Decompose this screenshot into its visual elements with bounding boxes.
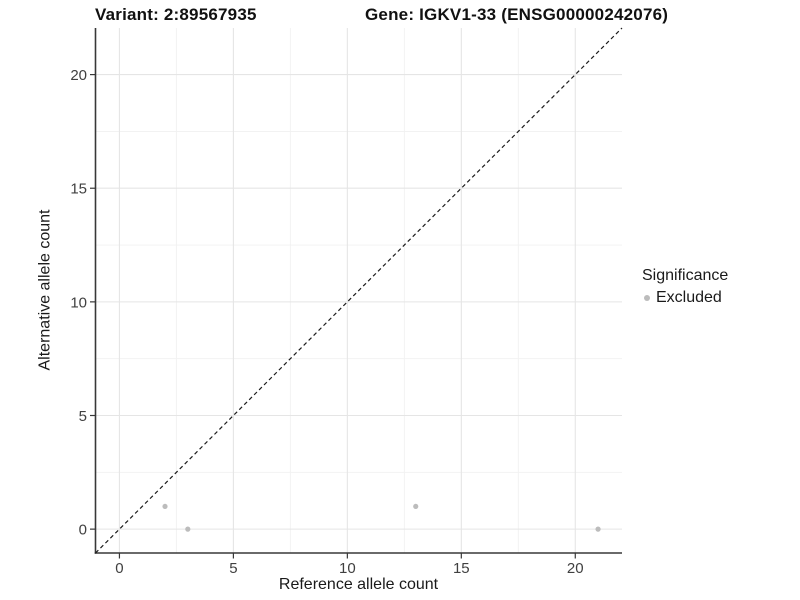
x-tick-label: 20 <box>567 560 584 577</box>
chart-title-variant: Variant: 2:89567935 <box>95 5 257 24</box>
legend-item-label: Excluded <box>656 289 722 306</box>
legend: Significance Excluded <box>640 266 728 307</box>
x-axis-title: Reference allele count <box>278 576 439 593</box>
x-tick-label: 0 <box>115 560 123 577</box>
y-tick-label: 10 <box>70 294 87 311</box>
legend-point-icon <box>644 295 650 301</box>
y-tick-label: 0 <box>79 522 87 539</box>
y-tick-label: 15 <box>70 181 87 198</box>
legend-key <box>640 291 654 305</box>
legend-item-excluded: Excluded <box>640 289 728 307</box>
legend-title: Significance <box>642 267 729 284</box>
chart-title-gene: Gene: IGKV1-33 (ENSG00000242076) <box>365 5 669 24</box>
y-axis-title: Alternative allele count <box>36 209 54 371</box>
y-tick-label: 20 <box>70 67 87 84</box>
x-tick-label: 5 <box>229 560 237 577</box>
data-point <box>595 526 601 532</box>
data-point <box>185 526 191 532</box>
y-tick-label: 5 <box>79 408 87 425</box>
x-tick-label: 15 <box>453 560 470 577</box>
x-tick-label: 10 <box>339 560 356 577</box>
data-point <box>413 503 419 510</box>
data-point <box>162 503 168 510</box>
identity-reference-line <box>95 27 623 554</box>
